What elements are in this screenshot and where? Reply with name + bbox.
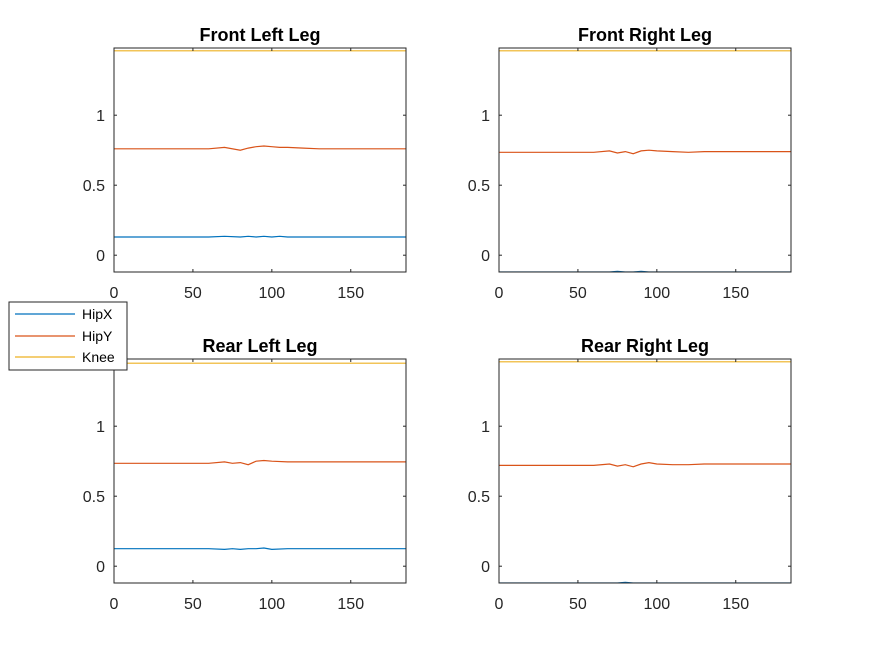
y-tick-label: 0	[481, 248, 490, 265]
series-line-hipx-rear-left	[114, 547, 406, 551]
y-tick-label: 0	[481, 559, 490, 576]
legend: HipX HipY Knee	[8, 301, 128, 371]
x-tick-label: 100	[258, 285, 285, 302]
series-line-hipy-rear-left	[114, 459, 406, 466]
x-tick-label: 0	[495, 596, 504, 613]
legend-label-hipy: HipY	[82, 328, 113, 344]
series-line-hipx-front-right	[499, 270, 791, 272]
axes-box-rear-left	[113, 358, 407, 584]
y-tick-label: 0	[96, 559, 105, 576]
subplot-title-front-left: Front Left Leg	[200, 25, 321, 45]
y-tick-label: 1	[96, 419, 105, 436]
axes-box-front-right	[498, 47, 792, 273]
plot-area	[114, 50, 406, 238]
series-line-hipy-front-left	[114, 145, 406, 151]
plot-area	[499, 361, 791, 583]
y-tick-label: 0.5	[468, 489, 490, 506]
legend-label-hipx: HipX	[82, 306, 113, 322]
y-tick-label: 0.5	[83, 489, 105, 506]
x-tick-label: 150	[337, 596, 364, 613]
y-tick-label: 1	[481, 419, 490, 436]
plot-area	[499, 50, 791, 272]
y-tick-label: 0.5	[83, 178, 105, 195]
x-tick-label: 50	[184, 285, 202, 302]
x-tick-label: 150	[722, 285, 749, 302]
subplot-front-right: 0 50 100 150 0 0.5 1 Front Right Leg	[468, 25, 792, 302]
x-tick-label: 50	[184, 596, 202, 613]
x-tick-label: 150	[722, 596, 749, 613]
x-tick-label: 0	[110, 285, 119, 302]
subplot-title-rear-left: Rear Left Leg	[202, 336, 317, 356]
axes-box-front-left	[113, 47, 407, 273]
x-tick-label: 100	[258, 596, 285, 613]
x-tick-label: 50	[569, 285, 587, 302]
axes-box-rear-right	[498, 358, 792, 584]
y-tick-label: 0.5	[468, 178, 490, 195]
legend-label-knee: Knee	[82, 349, 115, 365]
subplot-rear-right: 0 50 100 150 0 0.5 1 Rear Right Leg	[468, 336, 792, 613]
x-tick-label: 100	[643, 285, 670, 302]
x-tick-label: 100	[643, 596, 670, 613]
x-tick-label: 0	[110, 596, 119, 613]
series-line-hipy-front-right	[499, 149, 791, 155]
subplot-front-left: 0 50 100 150 0 0.5 1 Front Left Leg	[83, 25, 407, 302]
x-tick-label: 150	[337, 285, 364, 302]
subplot-rear-left: 0 50 100 150 0 0.5 1 Rear Left Leg	[83, 336, 407, 613]
x-tick-label: 50	[569, 596, 587, 613]
plot-area	[114, 362, 406, 551]
y-tick-label: 1	[96, 108, 105, 125]
y-tick-label: 1	[481, 108, 490, 125]
y-tick-label: 0	[96, 248, 105, 265]
x-tick-label: 0	[495, 285, 504, 302]
series-line-hipx-front-left	[114, 235, 406, 238]
subplot-title-rear-right: Rear Right Leg	[581, 336, 709, 356]
subplot-title-front-right: Front Right Leg	[578, 25, 712, 45]
series-line-hipy-rear-right	[499, 461, 791, 468]
